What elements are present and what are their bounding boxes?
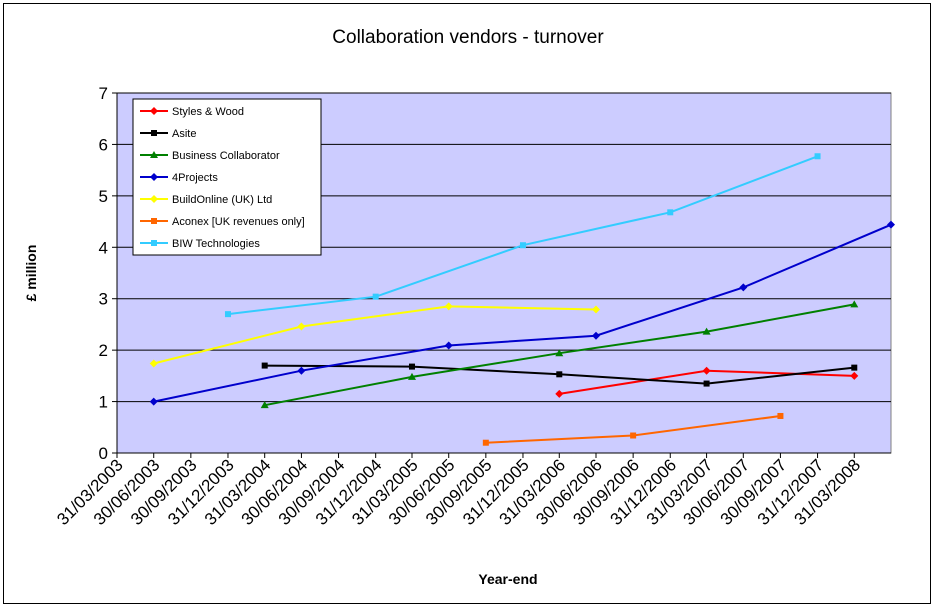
data-point	[703, 380, 710, 387]
data-point	[224, 311, 231, 318]
data-point	[702, 327, 711, 335]
series-3	[149, 220, 895, 406]
data-point	[667, 209, 674, 216]
series-2	[260, 300, 859, 409]
legend-label: BIW Technologies	[172, 238, 260, 250]
series-layer	[149, 153, 895, 446]
legend-label: Business Collaborator	[172, 150, 280, 162]
data-point	[592, 331, 601, 340]
y-tick-label: 6	[99, 135, 108, 154]
chart-title: Collaboration vendors - turnover	[332, 27, 604, 48]
series-0	[555, 366, 859, 398]
legend-item: Aconex [UK revenues only]	[140, 216, 305, 228]
y-tick-label: 4	[99, 238, 108, 257]
data-point	[297, 366, 306, 375]
data-point	[260, 401, 269, 409]
legend-label: Styles & Wood	[172, 106, 244, 118]
legend-label: 4Projects	[172, 172, 218, 184]
legend-swatch-marker	[151, 218, 157, 224]
series-1	[261, 362, 858, 387]
data-point	[777, 412, 784, 419]
legend-swatch-marker	[150, 151, 158, 158]
data-point	[851, 364, 858, 371]
data-point	[149, 359, 158, 368]
x-axis-title: Year-end	[478, 571, 537, 587]
y-tick-label: 0	[99, 444, 108, 463]
legend-item: BIW Technologies	[140, 238, 260, 250]
legend: Styles & Wood Asite Business Collaborator 4…	[132, 98, 322, 256]
data-point	[519, 242, 526, 249]
legend-swatch-marker	[150, 107, 158, 115]
legend-item: Asite	[140, 128, 196, 140]
data-point	[702, 366, 711, 375]
data-point	[407, 372, 416, 380]
series-line	[153, 305, 597, 365]
data-point	[482, 439, 489, 446]
legend-swatch-marker	[150, 173, 158, 181]
legend-swatch-marker	[151, 240, 157, 246]
data-point	[850, 371, 859, 380]
data-point	[887, 220, 895, 229]
data-point	[372, 293, 379, 300]
series-5	[482, 412, 784, 446]
data-point	[630, 432, 637, 439]
data-point	[297, 322, 306, 331]
legend-item: BuildOnline (UK) Ltd	[140, 194, 272, 206]
data-point	[408, 363, 415, 370]
legend-item: Business Collaborator	[140, 150, 280, 162]
data-point	[850, 300, 859, 308]
data-point	[739, 283, 748, 292]
y-tick-label: 7	[99, 84, 108, 103]
data-point	[261, 362, 268, 369]
data-point	[556, 371, 563, 378]
y-tick-label: 5	[99, 187, 108, 206]
x-axis-ticks: 31/03/200330/06/200330/09/200331/12/2003…	[53, 452, 891, 529]
legend-label: Asite	[172, 128, 196, 140]
series-6	[224, 153, 821, 318]
data-point	[149, 397, 158, 406]
legend-swatch-marker	[150, 195, 158, 203]
y-tick-label: 3	[99, 290, 108, 309]
y-axis-ticks: 0 1 2 3 4 5 6 7	[99, 84, 118, 463]
data-point	[592, 305, 601, 314]
legend-item: Styles & Wood	[140, 106, 244, 118]
legend-item: 4Projects	[140, 172, 218, 184]
data-point	[444, 302, 453, 311]
data-point	[555, 349, 564, 357]
y-tick-label: 1	[99, 393, 108, 412]
data-point	[555, 389, 564, 398]
data-point	[814, 153, 821, 160]
legend-label: BuildOnline (UK) Ltd	[172, 194, 272, 206]
legend-swatch-marker	[151, 130, 157, 136]
y-axis-title: £ million	[23, 245, 39, 302]
legend-label: Aconex [UK revenues only]	[172, 216, 305, 228]
data-point	[444, 341, 453, 350]
series-4	[149, 302, 601, 368]
y-tick-label: 2	[99, 341, 108, 360]
series-line	[153, 223, 892, 403]
